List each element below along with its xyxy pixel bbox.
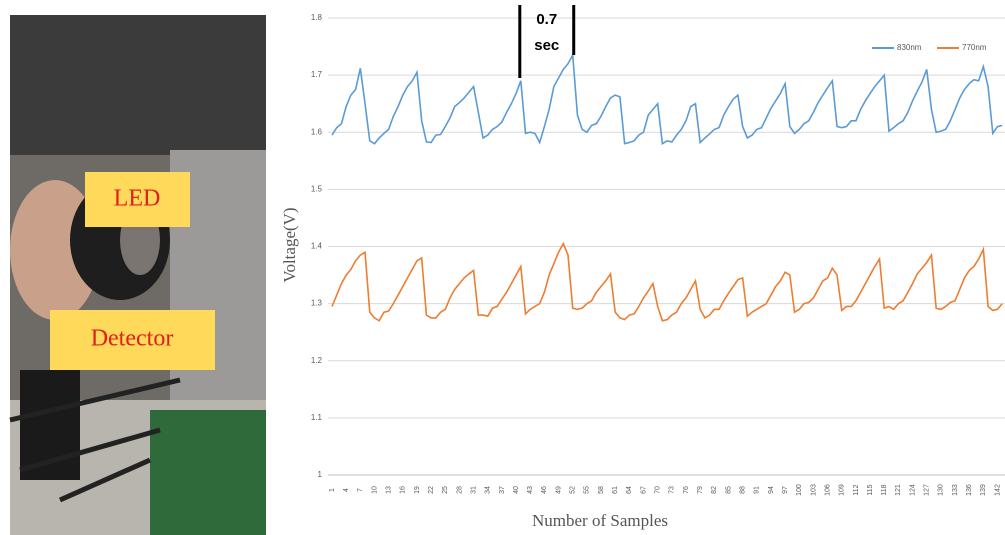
photo-cables [10,15,266,155]
x-tick-label: 94 [768,486,775,494]
y-tick-label: 1.6 [311,127,323,136]
x-tick-label: 1 [329,488,336,492]
x-tick-label: 124 [909,484,916,496]
x-tick-label: 85 [725,486,732,494]
x-tick-label: 31 [470,486,477,494]
y-tick-label: 1.4 [311,242,323,251]
annotation-text: 0.7 [536,11,557,28]
x-tick-label: 46 [541,486,548,494]
y-tick-label: 1.3 [311,299,323,308]
y-tick-label: 1 [318,470,323,479]
x-tick-label: 100 [796,484,803,496]
x-tick-label: 82 [711,486,718,494]
x-tick-label: 115 [867,484,874,495]
y-tick-label: 1.2 [311,356,323,365]
x-tick-label: 121 [895,484,902,496]
led-label: LED [114,186,161,212]
x-tick-label: 142 [994,484,1001,496]
x-tick-label: 52 [570,486,577,494]
x-tick-label: 22 [428,486,435,494]
x-tick-label: 103 [810,484,817,496]
x-tick-label: 4 [343,488,350,492]
x-tick-label: 37 [499,486,506,494]
x-tick-label: 43 [527,486,534,494]
page: LED Detector Voltage(V) Number of Sample… [0,0,1005,535]
legend-label: 770nm [962,43,987,52]
x-tick-label: 61 [612,486,619,494]
x-tick-label: 7 [357,488,364,492]
x-tick-label: 79 [697,486,704,494]
x-tick-label: 19 [414,486,421,494]
x-tick-label: 106 [824,484,831,496]
photo: LED Detector [10,15,266,535]
legend-label: 830nm [897,43,922,52]
x-tick-label: 58 [598,486,605,494]
x-tick-label: 16 [400,486,407,494]
x-tick-label: 73 [669,486,676,494]
x-tick-label: 130 [938,484,945,496]
y-axis-label: Voltage(V) [280,207,299,282]
x-tick-label: 13 [385,486,392,494]
series-line [332,244,1002,321]
detector-label: Detector [91,326,174,352]
figure: LED Detector Voltage(V) Number of Sample… [0,0,1005,535]
x-axis-label: Number of Samples [532,511,668,530]
x-tick-label: 133 [952,484,959,496]
x-tick-label: 64 [626,486,633,494]
x-tick-label: 76 [683,486,690,494]
x-tick-label: 109 [839,484,846,496]
y-tick-label: 1.5 [311,184,323,193]
x-tick-label: 67 [640,486,647,494]
x-tick-label: 49 [555,486,562,494]
photo-circuit [150,410,266,535]
x-tick-label: 127 [924,484,931,496]
x-tick-label: 91 [754,486,761,494]
x-tick-label: 70 [655,486,662,494]
x-tick-label: 112 [853,484,860,495]
x-tick-label: 139 [980,484,987,496]
x-tick-label: 40 [513,486,520,494]
x-tick-label: 118 [881,484,888,495]
y-tick-label: 1.1 [311,413,323,422]
y-tick-label: 1.7 [311,70,323,79]
annotation-text: sec [534,37,559,54]
x-tick-label: 88 [739,486,746,494]
y-tick-label: 1.8 [311,13,323,22]
x-tick-label: 136 [966,484,973,496]
x-tick-label: 97 [782,486,789,494]
x-tick-label: 25 [442,486,449,494]
x-tick-label: 55 [584,486,591,494]
x-tick-label: 10 [371,486,378,494]
x-tick-label: 28 [456,486,463,494]
x-tick-label: 34 [485,486,492,494]
series-line [332,55,1002,144]
